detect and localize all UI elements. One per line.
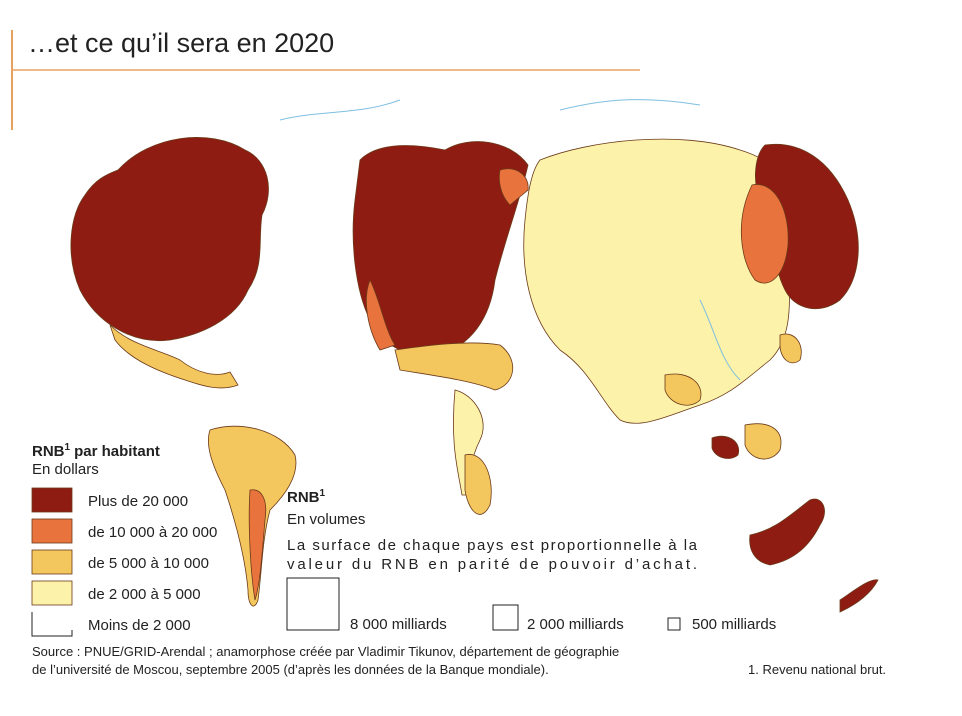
legend-label: de 2 000 à 5 000 — [88, 586, 201, 603]
taiwan — [779, 333, 802, 364]
north-america — [70, 137, 269, 342]
size-square-medium — [492, 604, 519, 631]
chile — [248, 489, 267, 601]
korea — [740, 184, 789, 284]
cartogram — [70, 137, 879, 613]
legend-volume-subtitle: En volumes — [287, 511, 365, 528]
river — [559, 99, 701, 111]
legend-subtitle: En dollars — [32, 461, 99, 478]
indochina — [664, 373, 702, 406]
australia — [749, 498, 825, 566]
central-america — [109, 324, 239, 389]
size-label: 2 000 milliards — [527, 616, 624, 633]
legend-label: de 5 000 à 10 000 — [88, 555, 209, 572]
rivers — [279, 99, 741, 381]
river — [279, 99, 401, 121]
size-label: 8 000 milliards — [350, 616, 447, 633]
legend-title-text: RNB — [32, 443, 65, 460]
legend-volume-description: La surface de chaque pays est proportion… — [287, 537, 698, 554]
legend-volume-note: 1 — [320, 488, 326, 499]
legend-volume-title: RNB1 — [287, 488, 326, 506]
legend-label: de 10 000 à 20 000 — [88, 524, 217, 541]
europe — [352, 141, 529, 357]
legend-swatch — [31, 549, 73, 575]
legend-title-rest: par habitant — [74, 443, 160, 460]
legend-items: Plus de 20 000 de 10 000 à 20 000 de 5 000… — [31, 487, 217, 637]
eastern-europe — [498, 168, 529, 206]
new-zealand — [839, 579, 879, 613]
legend-swatch — [32, 612, 72, 636]
south-africa — [464, 454, 492, 515]
singapore — [711, 435, 740, 459]
size-square-large — [286, 577, 340, 631]
source: Source : PNUE/GRID-Arendal ; anamorphose… — [32, 644, 619, 659]
source: de l’université de Moscou, septembre 200… — [32, 662, 549, 677]
legend-swatch — [31, 580, 73, 606]
indonesia — [744, 423, 782, 460]
title: …et ce qu’il sera en 2020 — [28, 28, 334, 58]
iberia — [365, 279, 396, 351]
river — [699, 299, 741, 381]
asia — [523, 138, 794, 424]
legend-title: RNB1 par habitant — [32, 442, 160, 460]
legend-swatch — [31, 518, 73, 544]
legend-swatch — [31, 487, 73, 513]
legend-label: Moins de 2 000 — [88, 617, 191, 634]
footnote: 1. Revenu national brut. — [748, 662, 886, 677]
north-africa — [394, 342, 514, 391]
size-square-small — [667, 617, 681, 631]
legend-note: 1 — [65, 442, 71, 453]
size-label: 500 milliards — [692, 616, 776, 633]
legend-volume-title-text: RNB — [287, 489, 320, 506]
legend-label: Plus de 20 000 — [88, 493, 188, 510]
legend-swatch-edge — [31, 612, 73, 637]
